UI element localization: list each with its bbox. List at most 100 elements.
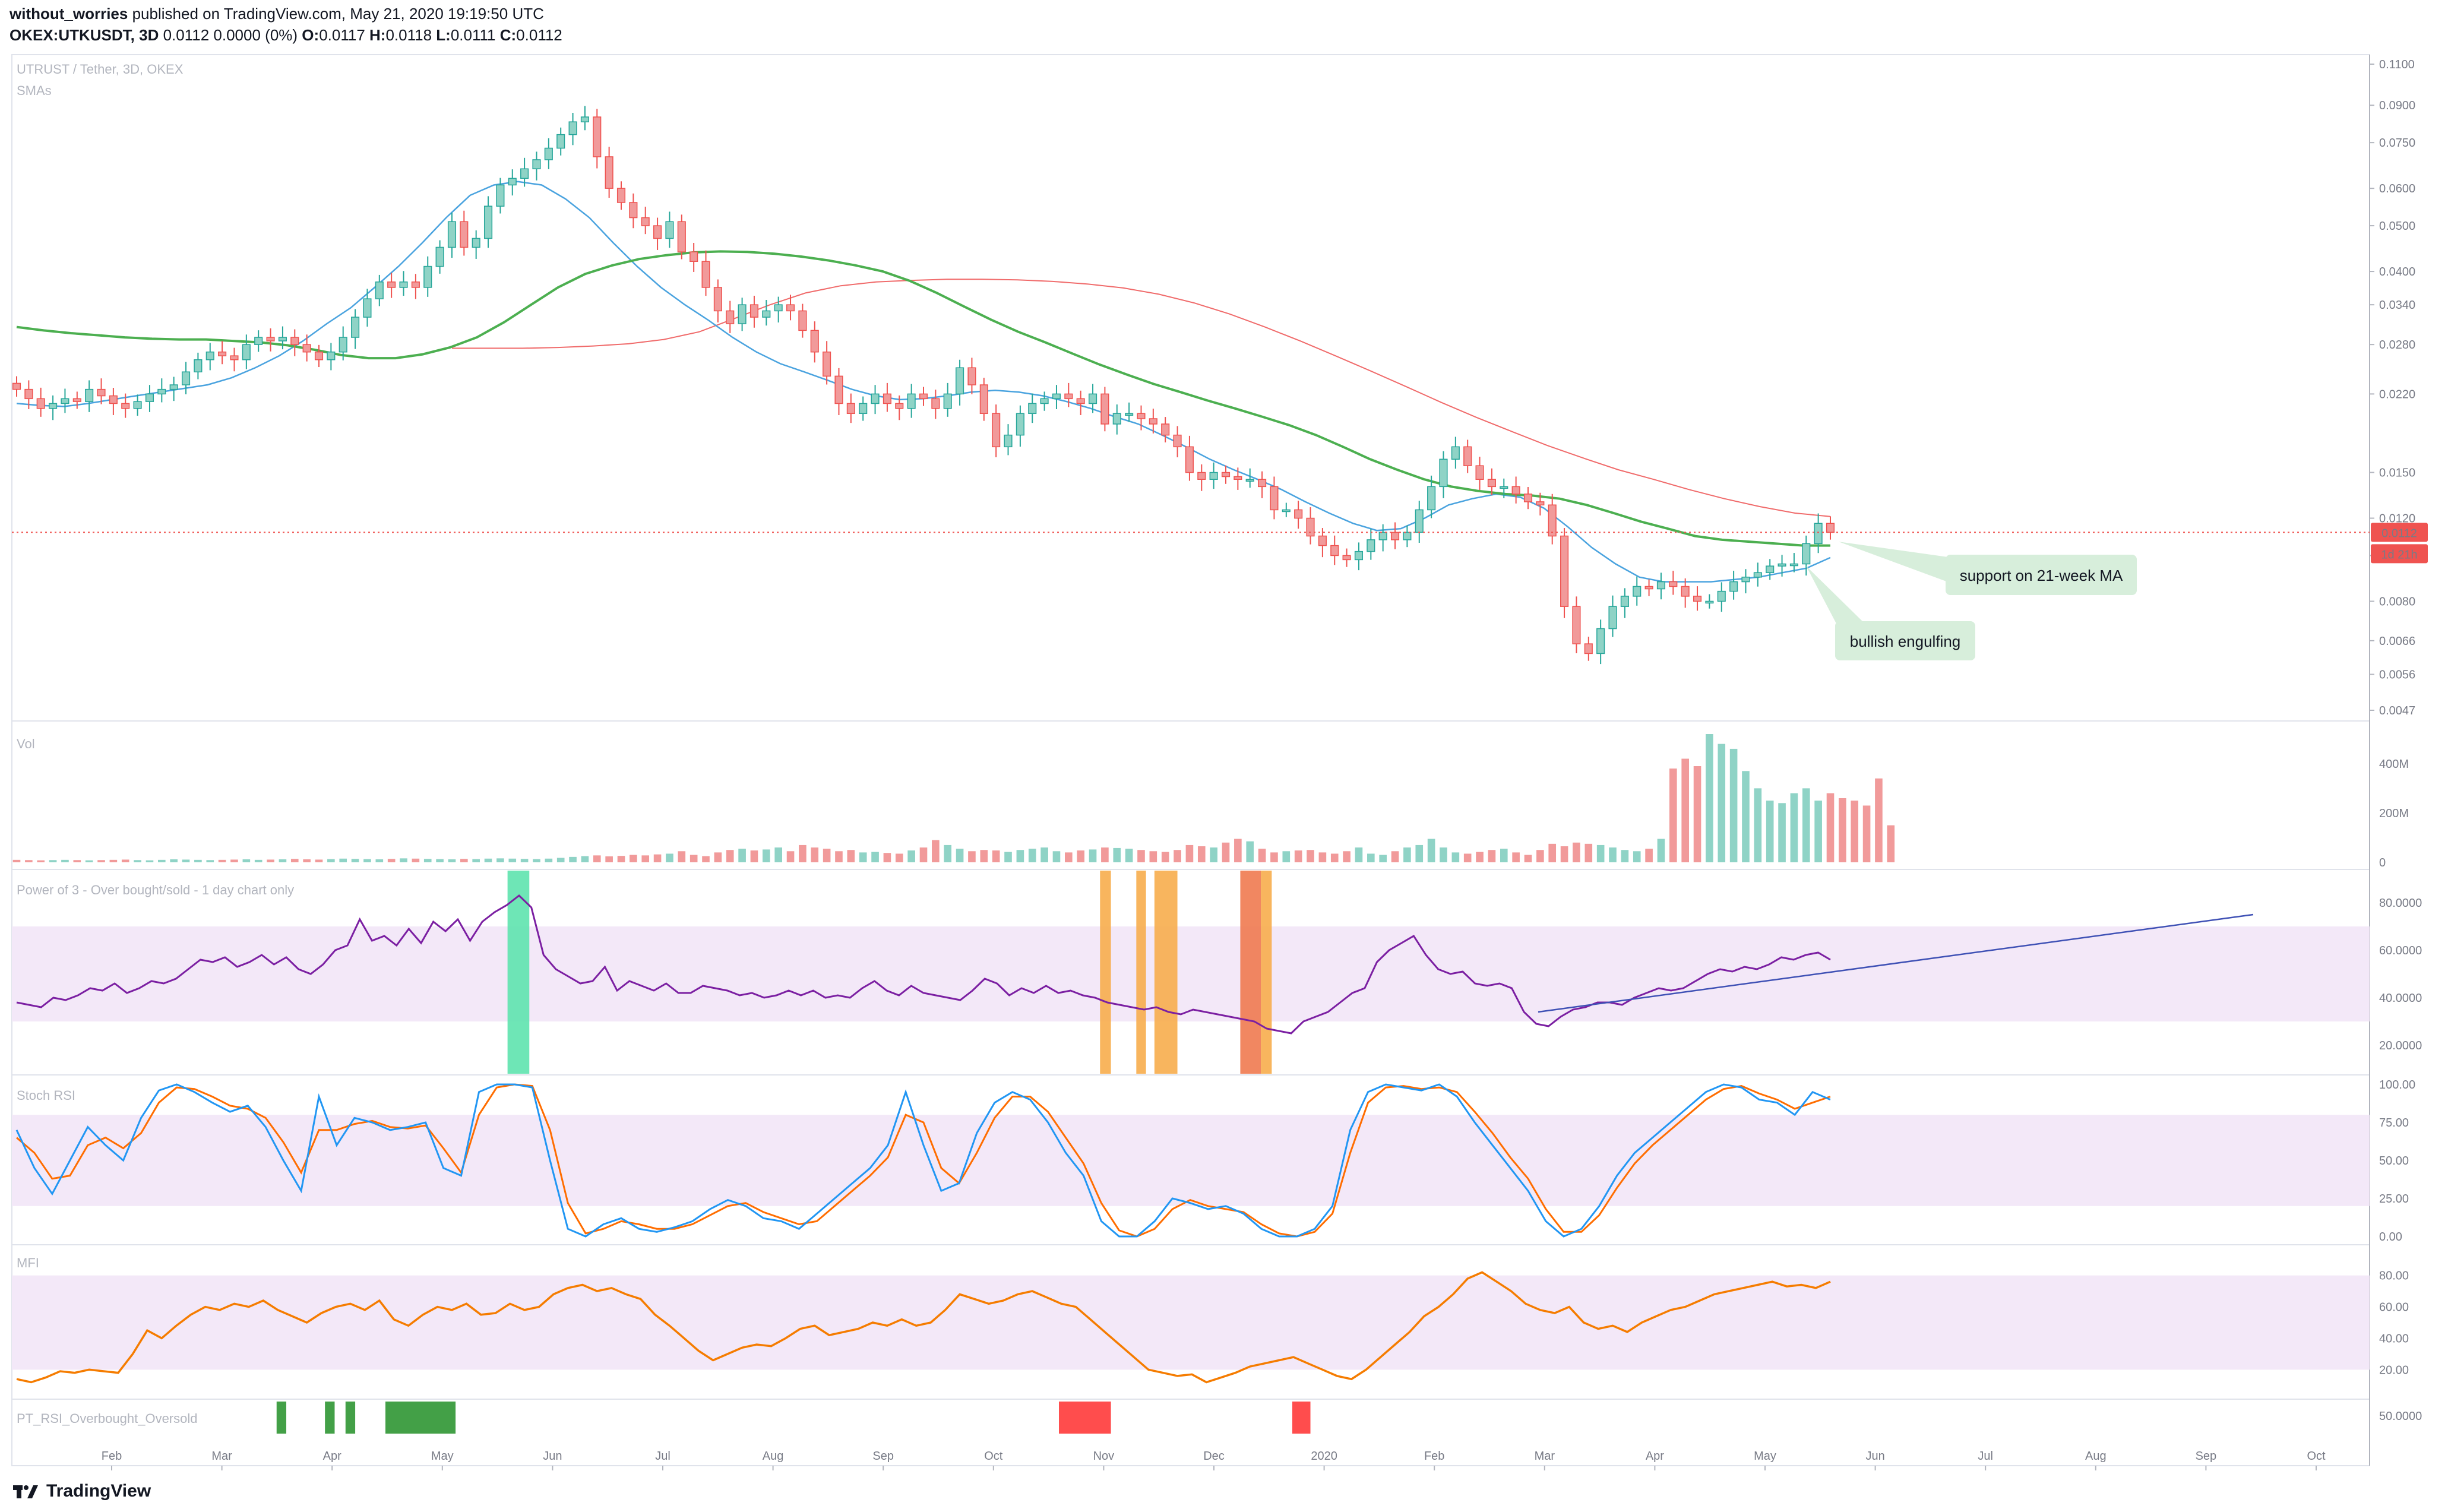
price-axis-label: 0.0750 [2379,137,2415,150]
volume-bar [630,855,637,862]
volume-bar [1174,850,1181,862]
volume-bar [714,852,722,862]
volume-bar [339,858,347,862]
volume-bar [690,855,698,862]
candle-body [1523,494,1533,502]
candle-body [1439,458,1448,488]
candle-body [1548,504,1557,537]
tradingview-logo[interactable]: TradingView [13,1481,151,1501]
author-name[interactable]: without_worries [10,5,128,23]
candle-body [423,265,432,288]
candle-body [556,134,565,149]
candle-body [1209,472,1218,480]
time-axis-label: Oct [984,1450,1003,1463]
price-axis-label: 0.0150 [2379,467,2415,480]
volume-bar [1742,771,1750,862]
volume-bar [1669,768,1677,862]
candle-body [1342,555,1351,561]
last-price-tag [2371,523,2428,542]
candle-body [97,388,106,397]
volume-bar [520,859,529,862]
volume-axis-label: 400M [2379,758,2409,771]
candle-body [786,304,795,312]
candle-body [49,403,58,409]
candle-body [1378,532,1387,540]
candle-body [314,351,324,360]
candle-body [1318,535,1327,546]
volume-bar [653,854,662,862]
candle-body [483,205,493,239]
sma-long-line [452,279,1831,517]
ptrsi-axis-label: 50.0000 [2379,1410,2422,1423]
volume-bar [533,859,540,862]
candle-body [1681,586,1690,597]
candle-body [629,202,638,219]
candle-body [907,393,916,409]
volume-bar [303,859,311,862]
time-axis-label: Sep [872,1450,894,1463]
volume-bar [1802,788,1810,862]
candle-body [532,159,541,170]
volume-bar [121,859,129,862]
volume-bar [170,859,178,862]
tradingview-icon [13,1485,38,1498]
volume-bar [37,860,45,862]
candle-body [387,281,396,288]
volume-bar [666,853,673,862]
volume-bar [423,859,432,862]
mfi-axis-label: 60.00 [2379,1301,2409,1314]
volume-bar [1149,851,1157,862]
ptrsi-signal-bar [325,1402,335,1434]
volume-bar [641,855,650,862]
volume-bar [1536,850,1544,862]
candle-body [605,156,613,189]
price-axis-label: 0.0500 [2379,220,2415,233]
volume-bar [895,853,903,862]
candle-body [1185,446,1194,473]
candle-body [979,384,988,415]
volume-bar [1476,852,1484,862]
engulfing-callout [1835,621,1975,660]
volume-bar [472,859,480,862]
candle-body [1778,563,1786,567]
tradingview-brand: TradingView [46,1481,151,1501]
candle-body [701,261,710,288]
candle-body [121,403,130,409]
candle-body [1536,501,1545,506]
time-axis-label: Nov [1093,1450,1115,1463]
candle-body [339,337,347,353]
volume-bar [109,859,118,862]
volume-bar [1887,825,1895,862]
volume-bar [750,850,758,862]
volume-bar [593,855,601,862]
candle-body [254,337,263,345]
symbol-label: OKEX:UTKUSDT, 3D [10,26,159,44]
candle-body [798,310,807,331]
volume-bar [1560,846,1568,862]
volume-bar [1234,839,1242,862]
volume-bar [206,860,214,862]
time-axis-label: Jun [543,1450,562,1463]
candle-body [278,337,287,341]
volume-bar [1862,805,1871,862]
volume-bar [774,847,782,862]
volume-axis-label: 0 [2379,856,2386,869]
price-axis-label: 0.0047 [2379,704,2415,717]
candle-body [1245,479,1254,482]
volume-bar [484,858,492,862]
time-axis-label: Feb [102,1450,122,1463]
volume-bar [1294,850,1302,862]
candle-body [1500,486,1508,489]
candle-body [109,395,118,404]
candle-body [1608,606,1617,630]
volume-bar [1463,853,1472,862]
volume-bar [835,851,843,862]
candle-body [460,221,469,248]
engulfing-pointer [1806,566,1865,624]
volume-bar [134,860,141,862]
candle-body [1463,446,1472,466]
volume-bar [182,859,190,862]
ohlc-open: 0.0117 [319,26,365,44]
candle-body [1656,581,1666,590]
